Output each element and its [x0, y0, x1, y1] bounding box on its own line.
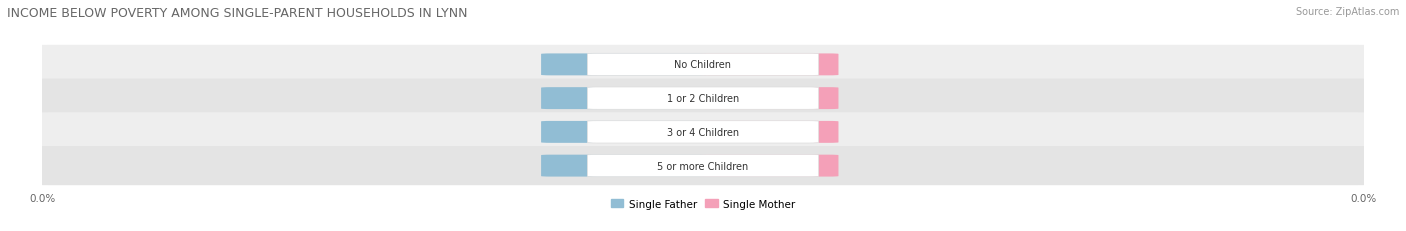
- Text: No Children: No Children: [675, 60, 731, 70]
- FancyBboxPatch shape: [541, 54, 706, 76]
- FancyBboxPatch shape: [700, 155, 838, 177]
- FancyBboxPatch shape: [588, 121, 818, 143]
- FancyBboxPatch shape: [22, 146, 1384, 185]
- Text: INCOME BELOW POVERTY AMONG SINGLE-PARENT HOUSEHOLDS IN LYNN: INCOME BELOW POVERTY AMONG SINGLE-PARENT…: [7, 7, 468, 20]
- Text: 0.0%: 0.0%: [610, 94, 637, 104]
- Text: 0.0%: 0.0%: [755, 94, 783, 104]
- Text: 0.0%: 0.0%: [610, 127, 637, 137]
- FancyBboxPatch shape: [588, 54, 818, 76]
- Legend: Single Father, Single Mother: Single Father, Single Mother: [609, 197, 797, 211]
- FancyBboxPatch shape: [588, 88, 818, 110]
- FancyBboxPatch shape: [541, 121, 706, 143]
- FancyBboxPatch shape: [22, 79, 1384, 118]
- FancyBboxPatch shape: [700, 121, 838, 143]
- FancyBboxPatch shape: [700, 54, 838, 76]
- Text: 0.0%: 0.0%: [610, 60, 637, 70]
- Text: 3 or 4 Children: 3 or 4 Children: [666, 127, 740, 137]
- Text: 0.0%: 0.0%: [755, 127, 783, 137]
- FancyBboxPatch shape: [22, 113, 1384, 152]
- Text: 0.0%: 0.0%: [755, 60, 783, 70]
- FancyBboxPatch shape: [541, 155, 706, 177]
- Text: Source: ZipAtlas.com: Source: ZipAtlas.com: [1295, 7, 1399, 17]
- Text: 0.0%: 0.0%: [610, 161, 637, 171]
- FancyBboxPatch shape: [700, 88, 838, 110]
- Text: 0.0%: 0.0%: [755, 161, 783, 171]
- Text: 1 or 2 Children: 1 or 2 Children: [666, 94, 740, 104]
- Text: 5 or more Children: 5 or more Children: [658, 161, 748, 171]
- FancyBboxPatch shape: [22, 46, 1384, 85]
- FancyBboxPatch shape: [541, 88, 706, 110]
- FancyBboxPatch shape: [588, 155, 818, 177]
